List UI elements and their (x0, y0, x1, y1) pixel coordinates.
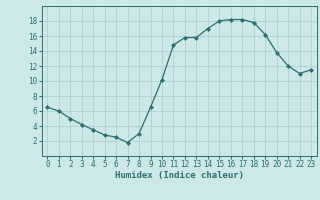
X-axis label: Humidex (Indice chaleur): Humidex (Indice chaleur) (115, 171, 244, 180)
